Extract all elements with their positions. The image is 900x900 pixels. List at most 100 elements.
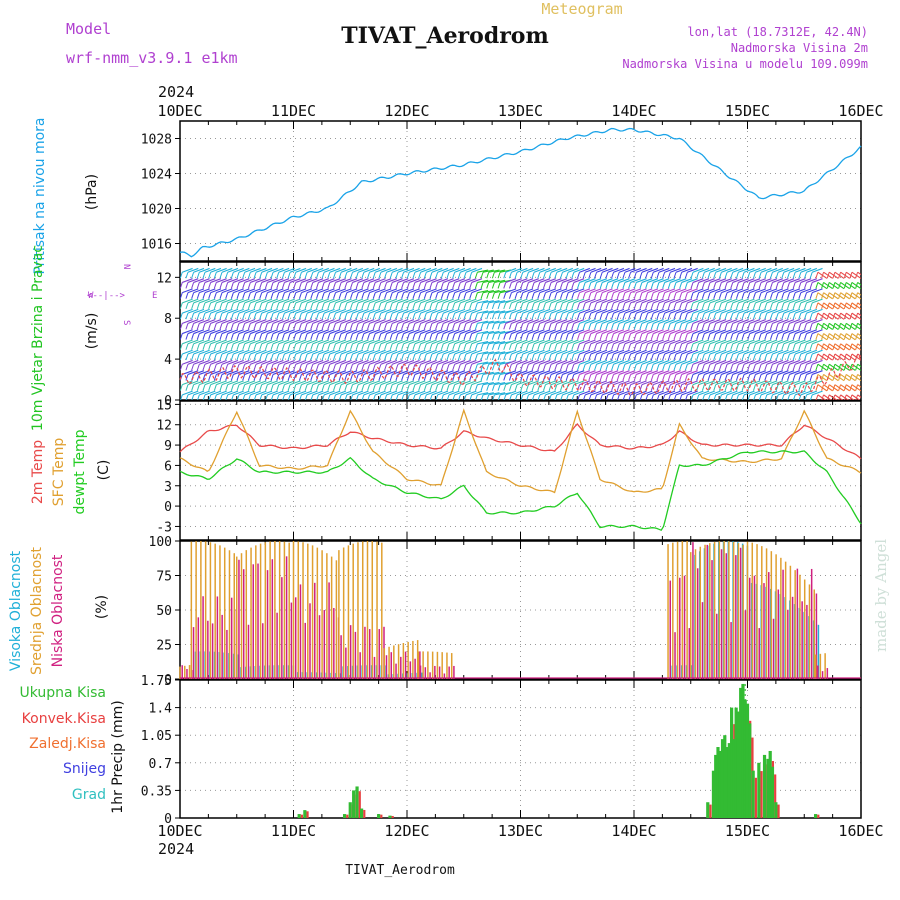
wind-barb-tail <box>406 364 410 371</box>
wind-barb-tail <box>690 272 694 279</box>
wind-barb-tail <box>707 333 711 340</box>
wind-barb-tail <box>594 323 598 330</box>
wind-barb-tail <box>826 292 830 299</box>
wind-barb <box>358 359 369 365</box>
wind-barb-tail <box>548 343 552 350</box>
wind-barb-tail <box>815 374 819 381</box>
wind-barb-tail <box>855 374 859 381</box>
wind-barb <box>267 319 278 324</box>
wind-barb <box>392 288 403 294</box>
wind-barb <box>386 329 398 335</box>
wind-barb <box>346 298 358 304</box>
wind-barb-tail <box>713 292 717 299</box>
wind-barb-tail <box>769 323 773 330</box>
wind-barb <box>602 278 613 283</box>
wind-barb <box>465 339 477 345</box>
wind-barb <box>482 330 494 335</box>
wind-barb-tail <box>769 272 773 279</box>
wind-barb <box>431 308 443 314</box>
wind-barb-tail <box>718 323 722 330</box>
wind-barb-tail <box>355 364 359 371</box>
wind-barb <box>704 298 715 304</box>
wind-barb <box>295 349 307 355</box>
wind-barb-tail <box>230 333 234 340</box>
wind-barb-tail <box>474 384 478 391</box>
wind-barb <box>403 359 415 365</box>
precip-bar-total <box>303 810 307 818</box>
wind-barb-tail <box>594 364 598 371</box>
wind-barb <box>783 308 795 314</box>
wind-barb-tail <box>662 323 666 330</box>
wind-barb-tail <box>298 343 302 350</box>
wind-barb <box>533 298 545 304</box>
wind-barb <box>272 308 284 314</box>
wind-barb-tail <box>821 343 825 350</box>
wind-barb-tail <box>497 374 501 381</box>
x-tick-label-bottom: 11DEC <box>271 822 316 840</box>
wind-barb-tail <box>639 394 643 400</box>
wind-barb-tail <box>605 272 609 279</box>
wind-barb <box>426 298 437 304</box>
wind-barb-tail <box>809 353 813 361</box>
wind-barb-tail <box>758 302 762 310</box>
wind-barb <box>533 278 545 283</box>
wind-barb-tail <box>180 353 183 361</box>
wind-barb-tail <box>656 343 660 350</box>
wind-barb <box>318 288 329 294</box>
wind-barb-tail <box>355 272 359 279</box>
wind-barb <box>607 339 619 345</box>
wind-barb <box>726 339 738 345</box>
wind-barb <box>210 308 222 314</box>
wind-barb-tail <box>605 394 609 400</box>
wind-barb-tail <box>736 394 739 400</box>
wind-barb-tail <box>406 292 410 299</box>
wind-barb <box>312 339 324 345</box>
wind-barb-tail <box>293 312 297 320</box>
wind-barb-tail <box>213 272 217 279</box>
wind-barb <box>545 380 556 386</box>
wind-barb <box>806 278 818 283</box>
wind-barb <box>397 380 409 386</box>
wind-barb-tail <box>798 292 802 299</box>
wind-barb <box>352 349 364 355</box>
wind-barb-tail <box>690 282 694 289</box>
wind-barb <box>386 267 398 273</box>
wind-barb <box>732 319 744 324</box>
wind-barb-tail <box>225 353 229 361</box>
wind-barb <box>494 371 506 375</box>
wind-barb-tail <box>633 282 637 289</box>
wind-barb-tail <box>724 333 728 340</box>
wind-barb-tail <box>338 292 342 299</box>
wind-barb-tail <box>389 343 393 350</box>
wind-barb <box>556 298 568 304</box>
wind-barb <box>636 359 647 365</box>
wind-barb-tail <box>611 353 615 361</box>
wind-barb-tail <box>265 394 268 400</box>
wind-barb-tail <box>367 323 371 330</box>
wind-barb <box>533 339 545 345</box>
wind-barb-tail <box>826 333 830 340</box>
precip-bar-conv <box>300 814 303 818</box>
wind-barb-tail <box>264 323 268 330</box>
wind-barb-tail <box>225 302 229 310</box>
wind-barb <box>692 380 704 386</box>
wind-barb <box>397 349 409 355</box>
wind-barb-tail <box>367 272 371 279</box>
wind-barb <box>494 279 506 283</box>
wind-barb-tail <box>605 292 609 299</box>
wind-barb <box>641 380 653 386</box>
wind-barb <box>329 329 341 335</box>
wind-barb-tail <box>208 384 212 391</box>
wind-barb <box>681 278 693 283</box>
wind-barb <box>420 288 432 294</box>
wind-barb-tail <box>628 292 632 299</box>
wind-barb-tail <box>423 272 427 279</box>
wind-barb-tail <box>821 282 825 289</box>
wind-barb <box>409 288 420 294</box>
wind-barb-tail <box>452 292 456 299</box>
wind-barb-tail <box>542 333 546 340</box>
wind-barb-tail <box>418 323 422 330</box>
wind-barb <box>726 319 738 324</box>
wind-barb <box>375 308 386 314</box>
wind-barb <box>306 308 318 314</box>
